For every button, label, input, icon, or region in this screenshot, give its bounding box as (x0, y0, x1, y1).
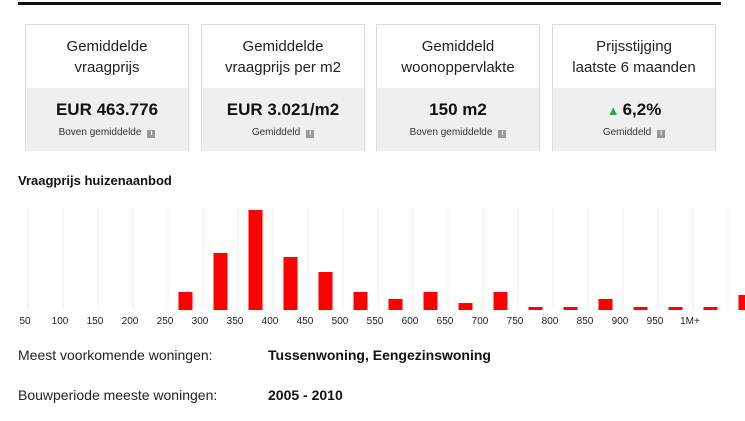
card-price-increase: Prijsstijging laatste 6 maanden ▲ 6,2% Gem… (552, 24, 716, 151)
tick-label: 600 (402, 316, 419, 327)
tick-label: 550 (367, 316, 384, 327)
arrow-up-icon: ▲ (606, 103, 620, 118)
tick-label: 950 (647, 316, 664, 327)
tick-label: 900 (612, 316, 629, 327)
info-key: Meest voorkomende woningen: (18, 347, 213, 363)
histogram-bar[interactable] (598, 299, 613, 310)
info-icon[interactable]: i (306, 130, 315, 138)
histogram-bar[interactable] (353, 292, 368, 310)
histogram-bar[interactable] (458, 303, 473, 310)
histogram-bar[interactable] (388, 299, 403, 310)
card-label: Prijsstijging laatste 6 maanden (572, 37, 696, 76)
card-living-area: Gemiddeld woonoppervlakte 150 m2 Boven ge… (376, 24, 540, 151)
card-value: 150 m2 (429, 100, 487, 119)
tick-label: 350 (227, 316, 244, 327)
tick-label: 50 (19, 316, 31, 327)
chart-title: Vraagprijs huizenaanbod (18, 173, 172, 188)
card-label: Gemiddelde vraagprijs (66, 37, 148, 76)
price-histogram: 50 100 150 200 250 300 350 400 450 500 550 600 650 70… (19, 208, 745, 327)
card-sub: Gemiddeld i (553, 126, 715, 140)
card-average-price: Gemiddelde vraagprijs EUR 463.776 Boven g… (25, 24, 189, 151)
card-stat: EUR 3.021/m2 Gemiddeld i (202, 88, 364, 151)
card-sub: Boven gemiddelde i (377, 126, 539, 140)
histogram-bar[interactable] (668, 307, 683, 310)
card-price-per-m2: Gemiddelde vraagprijs per m2 EUR 3.021/m2… (201, 24, 365, 151)
histogram-bar[interactable] (178, 292, 193, 310)
card-sub: Gemiddeld i (202, 126, 364, 140)
tick-label: 700 (472, 316, 489, 327)
info-icon[interactable]: i (498, 130, 507, 138)
card-stat: EUR 463.776 Boven gemiddelde i (26, 88, 188, 151)
top-rule (18, 2, 721, 5)
histogram-bar[interactable] (703, 307, 718, 310)
tick-label: 300 (192, 316, 209, 327)
tick-label: 100 (52, 316, 69, 327)
info-value: Tussenwoning, Eengezinswoning (268, 347, 491, 363)
histogram-bar[interactable] (318, 272, 333, 310)
card-value: EUR 3.021/m2 (226, 100, 340, 119)
info-key: Bouwperiode meeste woningen: (18, 387, 218, 403)
tick-label: 250 (157, 316, 174, 327)
info-value: 2005 - 2010 (268, 387, 343, 403)
card-value: ▲ 6,2% (606, 100, 662, 119)
histogram-bar[interactable] (283, 257, 298, 310)
tick-label: 750 (507, 316, 524, 327)
tick-label: 400 (262, 316, 279, 327)
histogram-bar[interactable] (528, 307, 543, 310)
card-stat: ▲ 6,2% Gemiddeld i (553, 88, 715, 151)
tick-label: 650 (437, 316, 454, 327)
tick-label: 500 (332, 316, 349, 327)
info-icon[interactable]: i (657, 130, 666, 138)
card-label: Gemiddeld woonoppervlakte (401, 37, 515, 76)
stats-cards: Gemiddelde vraagprijs EUR 463.776 Boven g… (25, 24, 716, 151)
histogram-bar[interactable] (213, 253, 228, 310)
info-icon[interactable]: i (147, 130, 156, 138)
tick-label: 1M+ (680, 316, 700, 327)
histogram-bar[interactable] (493, 292, 508, 310)
histogram-bar[interactable] (423, 292, 438, 310)
card-label: Gemiddelde vraagprijs per m2 (225, 37, 341, 76)
tick-label: 200 (122, 316, 139, 327)
tick-label: 850 (577, 316, 594, 327)
histogram-bar[interactable] (563, 307, 578, 310)
card-sub: Boven gemiddelde i (26, 126, 188, 140)
tick-label: 450 (297, 316, 314, 327)
histogram-bar[interactable] (248, 210, 263, 310)
tick-label: 800 (542, 316, 559, 327)
card-stat: 150 m2 Boven gemiddelde i (377, 88, 539, 151)
tick-label: 150 (87, 316, 104, 327)
card-value: EUR 463.776 (55, 100, 159, 119)
histogram-bar[interactable] (633, 307, 648, 310)
histogram-bar[interactable] (738, 295, 745, 310)
